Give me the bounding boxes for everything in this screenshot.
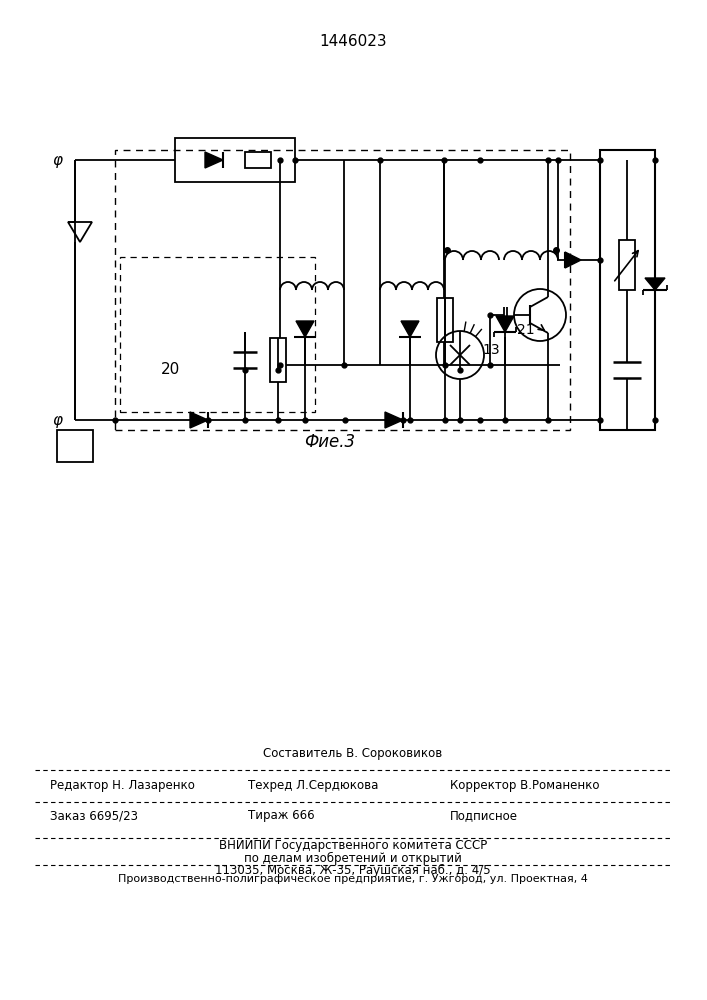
- Text: 20: 20: [160, 362, 180, 377]
- Polygon shape: [401, 321, 419, 337]
- Text: Корректор В.Романенко: Корректор В.Романенко: [450, 780, 600, 792]
- Polygon shape: [645, 278, 665, 290]
- Text: ВНИИПИ Государственного комитета СССР: ВНИИПИ Государственного комитета СССР: [219, 840, 487, 852]
- Text: 13: 13: [482, 343, 500, 357]
- Bar: [437, 298, 453, 342]
- Bar: [120, 257, 315, 412]
- Bar: [245, 152, 271, 168]
- Text: Редактор Н. Лазаренко: Редактор Н. Лазаренко: [50, 780, 195, 792]
- Text: Фие.3: Фие.3: [305, 433, 356, 451]
- Text: φ: φ: [52, 412, 62, 428]
- Text: Тираж 666: Тираж 666: [248, 810, 315, 822]
- Bar: [115, 150, 570, 430]
- Bar: [270, 338, 286, 382]
- Text: Подписное: Подписное: [450, 810, 518, 822]
- Text: Техред Л.Сердюкова: Техред Л.Сердюкова: [248, 780, 378, 792]
- Polygon shape: [385, 412, 403, 428]
- Polygon shape: [190, 412, 208, 428]
- Text: 113035, Москва, Ж-35, Раушская наб., д. 4/5: 113035, Москва, Ж-35, Раушская наб., д. …: [215, 863, 491, 877]
- Polygon shape: [496, 316, 514, 332]
- Bar: [57, 430, 93, 462]
- Text: φ: φ: [52, 152, 62, 167]
- Polygon shape: [205, 152, 223, 168]
- Text: по делам изобретений и открытий: по делам изобретений и открытий: [244, 851, 462, 865]
- Text: Заказ 6695/23: Заказ 6695/23: [50, 810, 138, 822]
- Polygon shape: [296, 321, 314, 337]
- Bar: [175, 138, 295, 182]
- Bar: [600, 150, 655, 430]
- Text: 21: 21: [517, 323, 534, 337]
- Polygon shape: [565, 252, 581, 268]
- Text: Составитель В. Сороковиков: Составитель В. Сороковиков: [264, 748, 443, 760]
- Bar: [619, 240, 635, 290]
- Text: 1446023: 1446023: [319, 34, 387, 49]
- Text: Производственно-полиграфическое предприятие, г. Ужгород, ул. Проектная, 4: Производственно-полиграфическое предприя…: [118, 874, 588, 884]
